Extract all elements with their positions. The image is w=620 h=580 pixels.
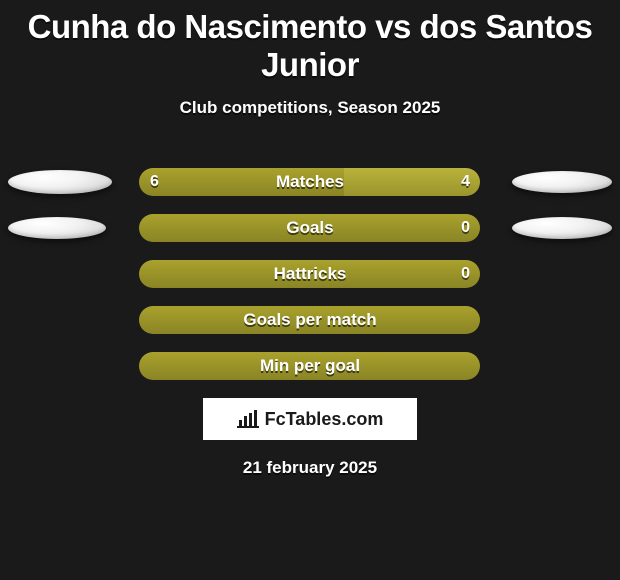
stat-bar (139, 306, 480, 334)
stat-bar (139, 260, 480, 288)
stat-bar-left (139, 214, 480, 242)
stat-bar-right (344, 168, 480, 196)
stat-bar (139, 214, 480, 242)
stat-row: Goals0 (0, 204, 620, 250)
comparison-card: Cunha do Nascimento vs dos Santos Junior… (0, 0, 620, 580)
player-marker-left (8, 170, 112, 194)
watermark: FcTables.com (203, 398, 417, 440)
stat-rows: Matches64Goals0Hattricks0Goals per match… (0, 158, 620, 388)
stat-row: Hattricks0 (0, 250, 620, 296)
stat-row: Goals per match (0, 296, 620, 342)
watermark-text: FcTables.com (265, 409, 384, 430)
player-marker-right (512, 171, 612, 193)
stat-bar-left (139, 168, 344, 196)
player-marker-right (512, 217, 612, 239)
stat-row: Min per goal (0, 342, 620, 388)
stat-row: Matches64 (0, 158, 620, 204)
subtitle: Club competitions, Season 2025 (0, 98, 620, 118)
stat-bar (139, 168, 480, 196)
stat-bar (139, 352, 480, 380)
stat-bar-full (139, 352, 480, 380)
player-marker-left (8, 217, 106, 239)
snapshot-date: 21 february 2025 (0, 458, 620, 478)
stat-bar-full (139, 306, 480, 334)
stat-bar-left (139, 260, 480, 288)
bar-chart-icon (237, 410, 259, 428)
page-title: Cunha do Nascimento vs dos Santos Junior (0, 0, 620, 84)
